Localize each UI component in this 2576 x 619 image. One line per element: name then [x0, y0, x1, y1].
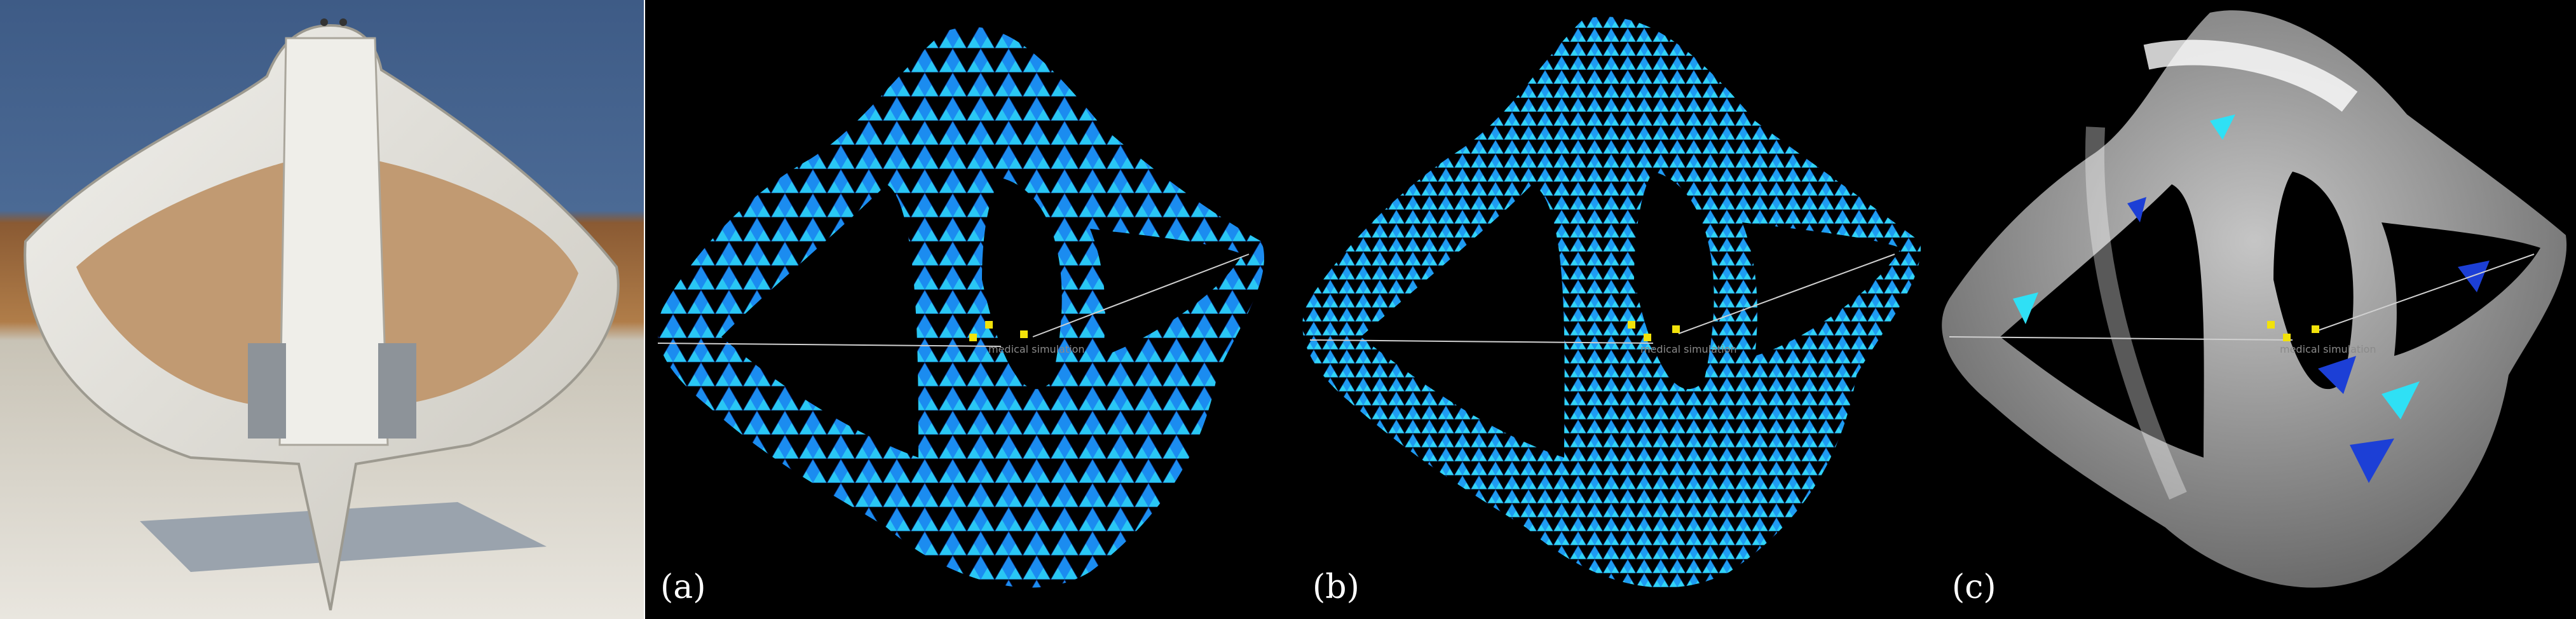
- reference-line: [2317, 254, 2535, 331]
- metal-clamp-right: [378, 343, 416, 439]
- marker-point: [1020, 330, 1028, 338]
- marker-point: [2283, 334, 2291, 341]
- marker-point: [969, 334, 977, 341]
- mesh-fragment: [2350, 439, 2394, 483]
- highlight-band: [2143, 39, 2358, 112]
- photo-illustration: [24, 18, 620, 611]
- mesh-fragment: [2210, 114, 2235, 140]
- reference-line: [1309, 339, 1654, 344]
- marker-point: [1672, 325, 1680, 333]
- reference-line: [1678, 254, 1895, 334]
- marker-point: [2312, 325, 2319, 333]
- photo-physical-model: [0, 0, 645, 619]
- marker-point: [2267, 321, 2275, 329]
- marker-point: [1628, 321, 1635, 329]
- mesh-surface: [1302, 17, 1921, 588]
- overlay-caption: medical simulation: [2280, 343, 2376, 355]
- metal-clamp-left: [248, 343, 286, 439]
- reference-line: [657, 343, 1002, 347]
- overlay-caption: medical simulation: [1640, 343, 1737, 355]
- reference-line: [1032, 254, 1250, 337]
- mesh-fragment: [2458, 261, 2490, 292]
- mesh-render-a: medical simulation: [657, 27, 1264, 588]
- central-column: [278, 37, 389, 446]
- top-screw: [320, 18, 328, 26]
- marker-point: [1644, 334, 1651, 341]
- mesh-surface: [657, 27, 1264, 588]
- marker-point: [985, 321, 993, 329]
- reference-line: [1949, 336, 2293, 341]
- panel-b-mesh: medical simulation (b): [1297, 0, 1937, 619]
- mesh-fragment: [2318, 356, 2356, 394]
- top-screw: [339, 18, 347, 26]
- panel-c-xray: medical simulation (c): [1937, 0, 2576, 619]
- translucent-surface: [1942, 10, 2567, 588]
- highlight-band: [2085, 126, 2187, 500]
- panel-label-c: (c): [1952, 568, 1996, 606]
- panel-label-a: (a): [660, 568, 706, 606]
- mesh-fragment: [2382, 381, 2420, 419]
- panel-a-mesh: medical simulation (a): [645, 0, 1297, 619]
- xray-render-c: medical simulation: [1942, 10, 2567, 588]
- mesh-fragment: [2127, 197, 2146, 222]
- panel-label-b: (b): [1312, 568, 1360, 606]
- overlay-caption: medical simulation: [988, 343, 1085, 355]
- mesh-fragment: [2013, 292, 2038, 324]
- shell-opening-left: [76, 159, 299, 407]
- shell-opening-right: [369, 159, 578, 407]
- mesh-render-b: medical simulation: [1302, 17, 1921, 588]
